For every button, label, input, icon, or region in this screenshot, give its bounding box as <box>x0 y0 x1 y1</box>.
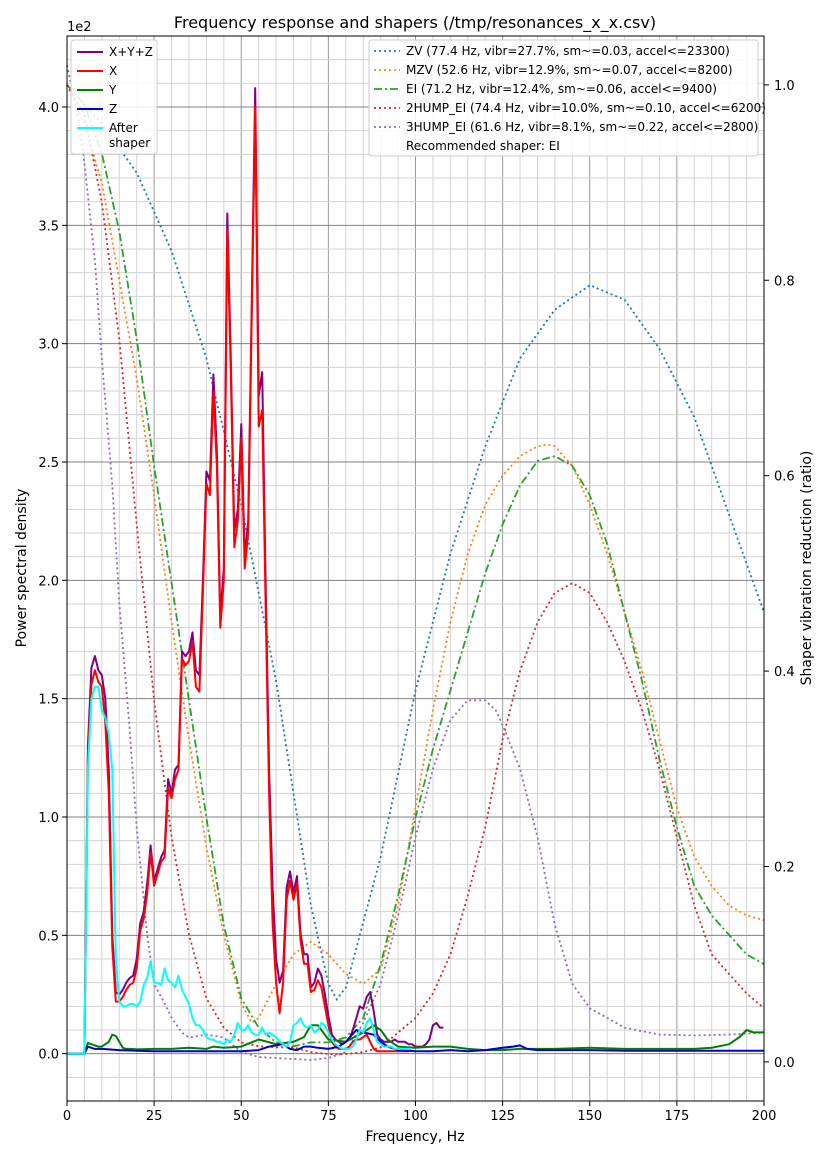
y-tick-label: 2.5 <box>38 456 59 471</box>
x-tick-label: 25 <box>146 1109 163 1124</box>
legend-shaper-label: 3HUMP_EI (61.6 Hz, vibr=8.1%, sm~=0.22, … <box>406 120 758 134</box>
legend-psd-label: Y <box>108 83 117 97</box>
y2-tick-label: 0.6 <box>774 470 795 485</box>
psd-curves <box>67 87 764 1055</box>
x-tick-label: 175 <box>664 1109 689 1124</box>
shaper-line-0 <box>66 84 765 1002</box>
x-tick-label: 0 <box>63 1109 71 1124</box>
psd-line-3 <box>67 1029 764 1055</box>
y2-axis-title: Shaper vibration reduction (ratio) <box>799 451 815 686</box>
x-axis-title: Frequency, Hz <box>365 1129 464 1145</box>
y-tick-label: 0.5 <box>38 929 59 944</box>
shaper-line-4 <box>66 65 765 1061</box>
legend-shaper-label: 2HUMP_EI (74.4 Hz, vibr=10.0%, sm~=0.10,… <box>406 101 766 115</box>
legend-shaper-label: ZV (77.4 Hz, vibr=27.7%, sm~=0.03, accel… <box>406 44 730 58</box>
y2-tick-label: 0.4 <box>774 665 795 680</box>
x-tick-label: 125 <box>490 1109 515 1124</box>
y-tick-label: 3.5 <box>38 219 59 234</box>
psd-line-1 <box>67 106 409 1055</box>
legend-psd-label: X+Y+Z <box>109 45 153 59</box>
legend-shapers-box <box>368 39 759 157</box>
psd-line-0 <box>67 87 444 1055</box>
psd-line-2 <box>67 1024 764 1055</box>
x-tick-label: 200 <box>752 1109 777 1124</box>
legend-psd-label: shaper <box>109 136 150 150</box>
y2-tick-label: 1.0 <box>774 79 795 94</box>
y-tick-label: 4.0 <box>38 101 59 116</box>
axes: 0 25 50 75 100 125 150 175 200 0.0 0.5 1.0 1.5 2.0 2.5… <box>38 35 795 1124</box>
y-tick-label: 1.0 <box>38 811 59 826</box>
legend-shaper-label: EI (71.2 Hz, vibr=12.4%, sm~=0.06, accel… <box>406 82 717 96</box>
legend-psd-label: Z <box>109 102 117 116</box>
y-tick-label: 1.5 <box>38 693 59 708</box>
shaper-line-3 <box>66 84 765 1055</box>
legend-psd-label: X <box>109 64 117 78</box>
legend-psd-label: After <box>109 121 138 135</box>
y2-tick-label: 0.0 <box>774 1056 795 1071</box>
x-tick-label: 50 <box>233 1109 250 1124</box>
y-tick-label: 2.0 <box>38 574 59 589</box>
legend-shapers: ZV (77.4 Hz, vibr=27.7%, sm~=0.03, accel… <box>368 39 766 157</box>
x-tick-label: 150 <box>577 1109 602 1124</box>
y-tick-label: 0.0 <box>38 1048 59 1063</box>
legend-recommended-label: Recommended shaper: EI <box>406 139 560 153</box>
legend-shaper-label: MZV (52.6 Hz, vibr=12.9%, sm~=0.07, acce… <box>406 63 733 77</box>
y-axis-title: Power spectral density <box>14 489 30 648</box>
y-tick-label: 3.0 <box>38 338 59 353</box>
psd-line-4 <box>67 685 412 1055</box>
x-tick-label: 100 <box>403 1109 428 1124</box>
y-offset-text: 1e2 <box>67 20 92 35</box>
grid <box>66 35 765 1102</box>
x-tick-label: 75 <box>320 1109 337 1124</box>
y2-tick-label: 0.2 <box>774 861 795 876</box>
chart-title: Frequency response and shapers (/tmp/res… <box>174 13 656 33</box>
y2-tick-label: 0.8 <box>774 274 795 289</box>
legend-psd-box <box>70 39 158 155</box>
